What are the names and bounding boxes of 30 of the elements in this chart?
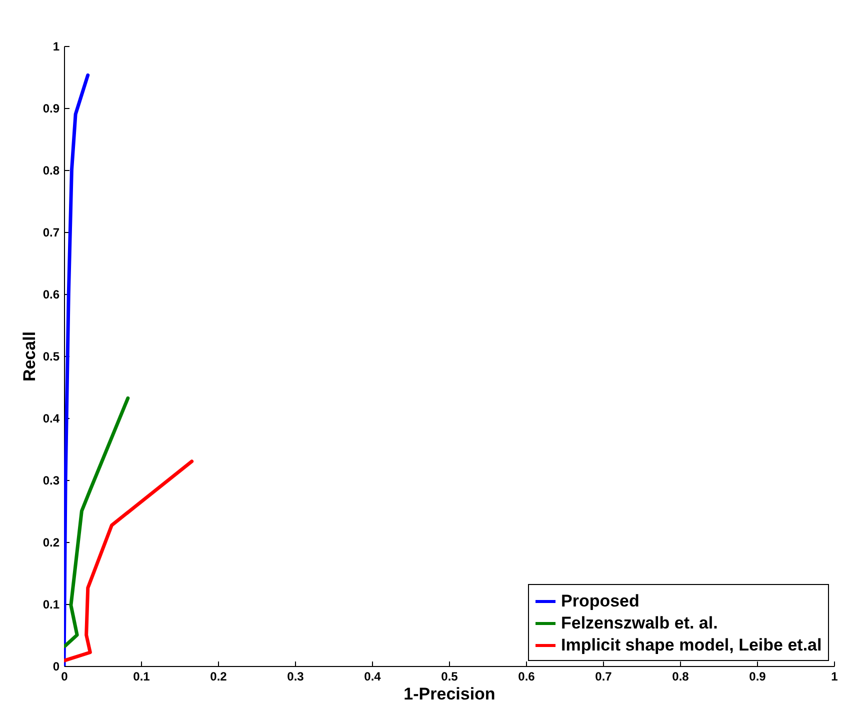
x-axis-title: 1-Precision [404, 684, 496, 704]
x-tick-label: 0.2 [210, 670, 228, 684]
x-tick-label: 0.8 [672, 670, 690, 684]
y-tick-label: 0.1 [42, 598, 60, 612]
line-series [64, 73, 90, 666]
x-tick-label: 0 [61, 670, 68, 684]
line-series [64, 460, 194, 662]
x-tick-label: 0.3 [287, 670, 304, 684]
x-tick-label: 0.1 [133, 670, 150, 684]
y-tick-label: 1 [52, 40, 60, 54]
y-tick-label: 0.3 [42, 474, 60, 488]
x-tick-label: 0.6 [518, 670, 536, 684]
x-tick-label: 0.4 [364, 670, 382, 684]
y-axis-title: Recall [20, 331, 39, 382]
x-tick-label: 0.5 [441, 670, 458, 684]
legend-label: Implicit shape model, Leibe et.al [561, 636, 822, 654]
y-tick-label: 0.8 [42, 164, 60, 178]
y-tick-label: 0.5 [42, 350, 60, 364]
line-series [64, 396, 130, 648]
y-tick-label: 0 [52, 660, 60, 674]
y-tick-label: 0.6 [42, 288, 60, 302]
x-tick-label: 0.9 [749, 670, 766, 684]
legend-label: Felzenszwalb et. al. [561, 614, 718, 632]
legend-label: Proposed [561, 592, 640, 610]
y-tick-label: 0.7 [42, 226, 60, 240]
y-tick-label: 0.2 [42, 536, 60, 550]
y-tick-label: 0.4 [42, 412, 60, 426]
x-tick-label: 0.7 [595, 670, 612, 684]
x-tick-label: 1 [831, 670, 838, 684]
y-tick-label: 0.9 [42, 102, 60, 116]
